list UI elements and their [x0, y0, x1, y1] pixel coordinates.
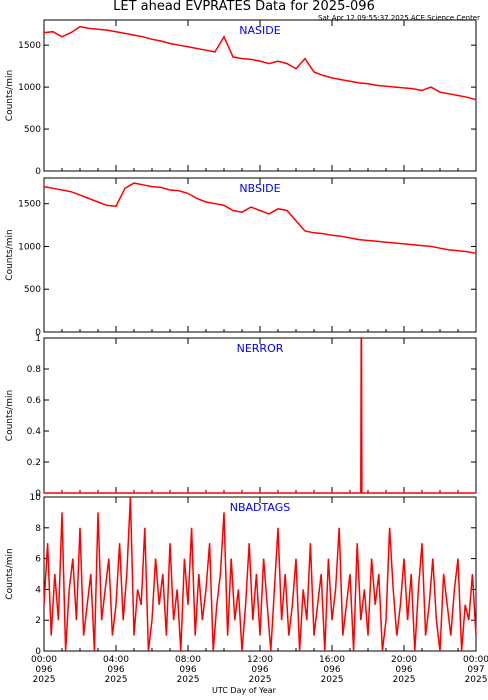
x-tick-time: 00:00 [31, 655, 57, 665]
plot-frame [43, 337, 477, 494]
x-tick-doy: 096 [323, 665, 340, 675]
x-tick-time: 12:00 [247, 655, 273, 665]
series-line-nbside [43, 182, 477, 255]
x-tick-year: 2025 [465, 675, 488, 685]
y-axis-title: Counts/min [5, 548, 15, 599]
x-tick-year: 2025 [321, 675, 344, 685]
x-tick-doy: 097 [467, 665, 484, 675]
x-tick-time: 20:00 [391, 655, 417, 665]
y-tick-label: 2 [35, 616, 41, 626]
x-tick-doy: 096 [251, 665, 268, 675]
x-tick-year: 2025 [105, 675, 128, 685]
y-tick-label: 0.2 [27, 458, 41, 468]
y-tick-label: 0 [35, 328, 41, 338]
x-tick-time: 00:00 [463, 655, 488, 665]
series-line-nerror [44, 337, 476, 494]
y-tick-label: 10 [30, 493, 42, 503]
x-tick-time: 04:00 [103, 655, 129, 665]
y-tick-label: 0 [35, 647, 41, 657]
y-tick-label: 500 [24, 285, 41, 295]
y-axis-title: Counts/min [5, 70, 15, 121]
y-tick-label: 1000 [18, 83, 41, 93]
y-tick-label: 1500 [18, 41, 41, 51]
x-tick-year: 2025 [177, 675, 200, 685]
plot-frame [43, 177, 477, 333]
panel-label: NASIDE [239, 24, 280, 37]
x-tick-doy: 096 [395, 665, 412, 675]
y-tick-label: 6 [35, 555, 41, 565]
timestamp: Sat Apr 12 09:55:37 2025 ACE Science Cen… [318, 14, 480, 22]
series-line-naside [43, 25, 477, 101]
x-axis-title: UTC Day of Year [212, 686, 276, 695]
y-tick-label: 0.4 [27, 427, 42, 437]
plot-frame [43, 19, 477, 172]
panel-label: NBSIDE [239, 182, 280, 195]
y-tick-label: 1 [35, 334, 41, 344]
y-tick-label: 0 [35, 489, 41, 499]
x-tick-year: 2025 [249, 675, 272, 685]
y-tick-label: 1000 [18, 242, 41, 252]
y-tick-label: 0 [35, 167, 41, 177]
x-tick-doy: 096 [179, 665, 196, 675]
x-tick-doy: 096 [107, 665, 124, 675]
x-tick-time: 08:00 [175, 655, 201, 665]
x-tick-year: 2025 [33, 675, 56, 685]
y-tick-label: 8 [35, 524, 41, 534]
y-axis-title: Counts/min [5, 390, 15, 441]
y-tick-label: 4 [35, 585, 41, 595]
y-axis-title: Counts/min [5, 229, 15, 280]
x-tick-time: 16:00 [319, 655, 345, 665]
y-tick-label: 500 [24, 125, 41, 135]
series-line-nbadtags [43, 496, 477, 652]
panel-label: NBADTAGS [230, 501, 290, 514]
page-title: LET ahead EVPRATES Data for 2025-096 [113, 0, 375, 14]
y-tick-label: 1500 [18, 200, 41, 210]
panel-label: NERROR [237, 342, 284, 355]
x-tick-year: 2025 [393, 675, 416, 685]
y-tick-label: 0.6 [27, 396, 42, 406]
y-tick-label: 0.8 [27, 365, 42, 375]
x-tick-doy: 096 [35, 665, 52, 675]
